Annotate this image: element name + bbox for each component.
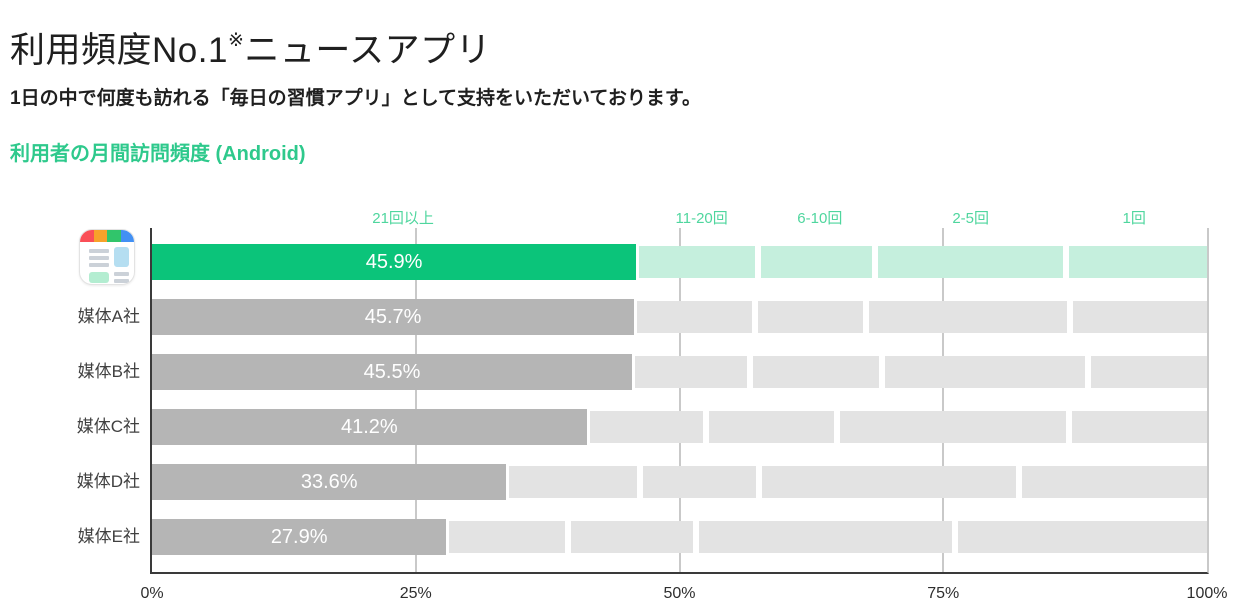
icon-detail <box>114 272 129 276</box>
bar-segment-media-d-4 <box>761 466 1017 498</box>
bar-segment-media-d-5 <box>1022 466 1207 498</box>
icon-detail <box>114 279 129 283</box>
row-label-media-c: 媒体C社 <box>76 417 140 436</box>
x-axis-tick-0: 0% <box>140 585 164 602</box>
icon-detail <box>89 256 109 260</box>
bar-segment-media-a-4 <box>869 301 1067 333</box>
bar-value-label: 45.5% <box>363 360 421 383</box>
gridline-25 <box>414 228 417 572</box>
category-label-1: 21回以上 <box>372 210 434 227</box>
category-label-4: 2-5回 <box>952 210 990 227</box>
bar-segment-news-app-5 <box>1068 246 1207 278</box>
bar-segment-media-e-1: 27.9% <box>152 519 447 555</box>
news-app-icon <box>79 229 135 285</box>
title-note-mark: ※ <box>227 30 245 52</box>
page-title: 利用頻度No.1※ニュースアプリ <box>10 22 491 73</box>
category-label-5: 1回 <box>1122 210 1146 227</box>
page-subtitle: 1日の中で何度も訪れる「毎日の習慣アプリ」として支持をいただいております。 <box>10 88 701 109</box>
gridline-75 <box>942 228 945 572</box>
bar-segment-media-a-3 <box>758 301 864 333</box>
category-label-2: 11-20回 <box>675 210 728 227</box>
bar-segment-media-b-1: 45.5% <box>152 354 633 390</box>
chart-row-media-c: 媒体C社 41.2% <box>77 409 1207 445</box>
chart-row-news-app: 45.9% <box>79 229 1207 285</box>
gridline-50 <box>678 228 681 572</box>
bar-segment-media-c-4 <box>839 411 1066 443</box>
bar-segment-media-b-3 <box>753 356 880 388</box>
bar-segment-media-e-2 <box>449 521 565 553</box>
bar-segment-media-b-2 <box>635 356 748 388</box>
chart-row-media-d: 媒体D社 33.6% <box>77 464 1207 500</box>
bar-value-label: 45.7% <box>364 305 422 328</box>
bar-value-label: 27.9% <box>270 525 328 548</box>
icon-color-stripe <box>80 230 134 242</box>
page-title-tail: ニュースアプリ <box>244 31 492 70</box>
bar-segment-media-c-1: 41.2% <box>152 409 587 445</box>
bar-segment-media-c-5 <box>1071 411 1207 443</box>
bar-segment-news-app-1: 45.9% <box>152 244 637 280</box>
bar-segment-media-d-2 <box>509 466 638 498</box>
page-title-main: 利用頻度No.1 <box>10 31 228 70</box>
section-title: 利用者の月間訪問頻度 (Android) <box>10 143 306 165</box>
row-label-media-b: 媒体B社 <box>77 362 140 381</box>
x-axis-tick-50: 50% <box>663 585 696 602</box>
bar-segment-news-app-3 <box>760 246 872 278</box>
row-label-media-e: 媒体E社 <box>77 527 140 546</box>
row-label-media-a: 媒体A社 <box>77 307 140 326</box>
visit-frequency-chart: 21回以上 11-20回 6-10回 2-5回 1回 45.9% 媒体A社 45.7% 媒体B… <box>0 205 1248 610</box>
bar-segment-news-app-2 <box>639 246 755 278</box>
bar-segment-media-e-4 <box>699 521 952 553</box>
plot-area: 45.9% 媒体A社 45.7% 媒体B社 45.5% 媒体C社 41.2% 媒体D社 33.6… <box>77 228 1209 574</box>
x-axis-tick-100: 100% <box>1186 585 1228 602</box>
bar-segment-media-b-5 <box>1090 356 1207 388</box>
bar-segment-media-a-5 <box>1072 301 1207 333</box>
bar-segment-media-e-3 <box>570 521 694 553</box>
bar-segment-media-d-3 <box>643 466 756 498</box>
bar-value-label: 33.6% <box>300 470 358 493</box>
chart-row-media-b: 媒体B社 45.5% <box>78 354 1207 390</box>
bar-segment-media-c-3 <box>708 411 834 443</box>
row-label-media-d: 媒体D社 <box>76 472 140 491</box>
bar-value-label: 45.9% <box>365 250 423 273</box>
bar-segment-media-b-4 <box>885 356 1085 388</box>
bar-segment-news-app-4 <box>877 246 1063 278</box>
bar-segment-media-c-2 <box>589 411 703 443</box>
bar-segment-media-a-1: 45.7% <box>152 299 635 335</box>
icon-detail <box>114 247 129 267</box>
bar-value-label: 41.2% <box>340 415 398 438</box>
x-axis-tick-25: 25% <box>399 585 432 602</box>
chart-row-media-e: 媒体E社 27.9% <box>78 519 1207 555</box>
bar-segment-media-a-2 <box>637 301 753 333</box>
bar-segment-media-d-1: 33.6% <box>152 464 507 500</box>
chart-row-media-a: 媒体A社 45.7% <box>78 299 1207 335</box>
icon-detail <box>89 249 109 253</box>
icon-detail <box>89 263 109 267</box>
icon-detail <box>89 272 109 283</box>
category-label-3: 6-10回 <box>797 210 843 227</box>
x-axis-tick-75: 75% <box>927 585 960 602</box>
bar-segment-media-e-5 <box>957 521 1207 553</box>
